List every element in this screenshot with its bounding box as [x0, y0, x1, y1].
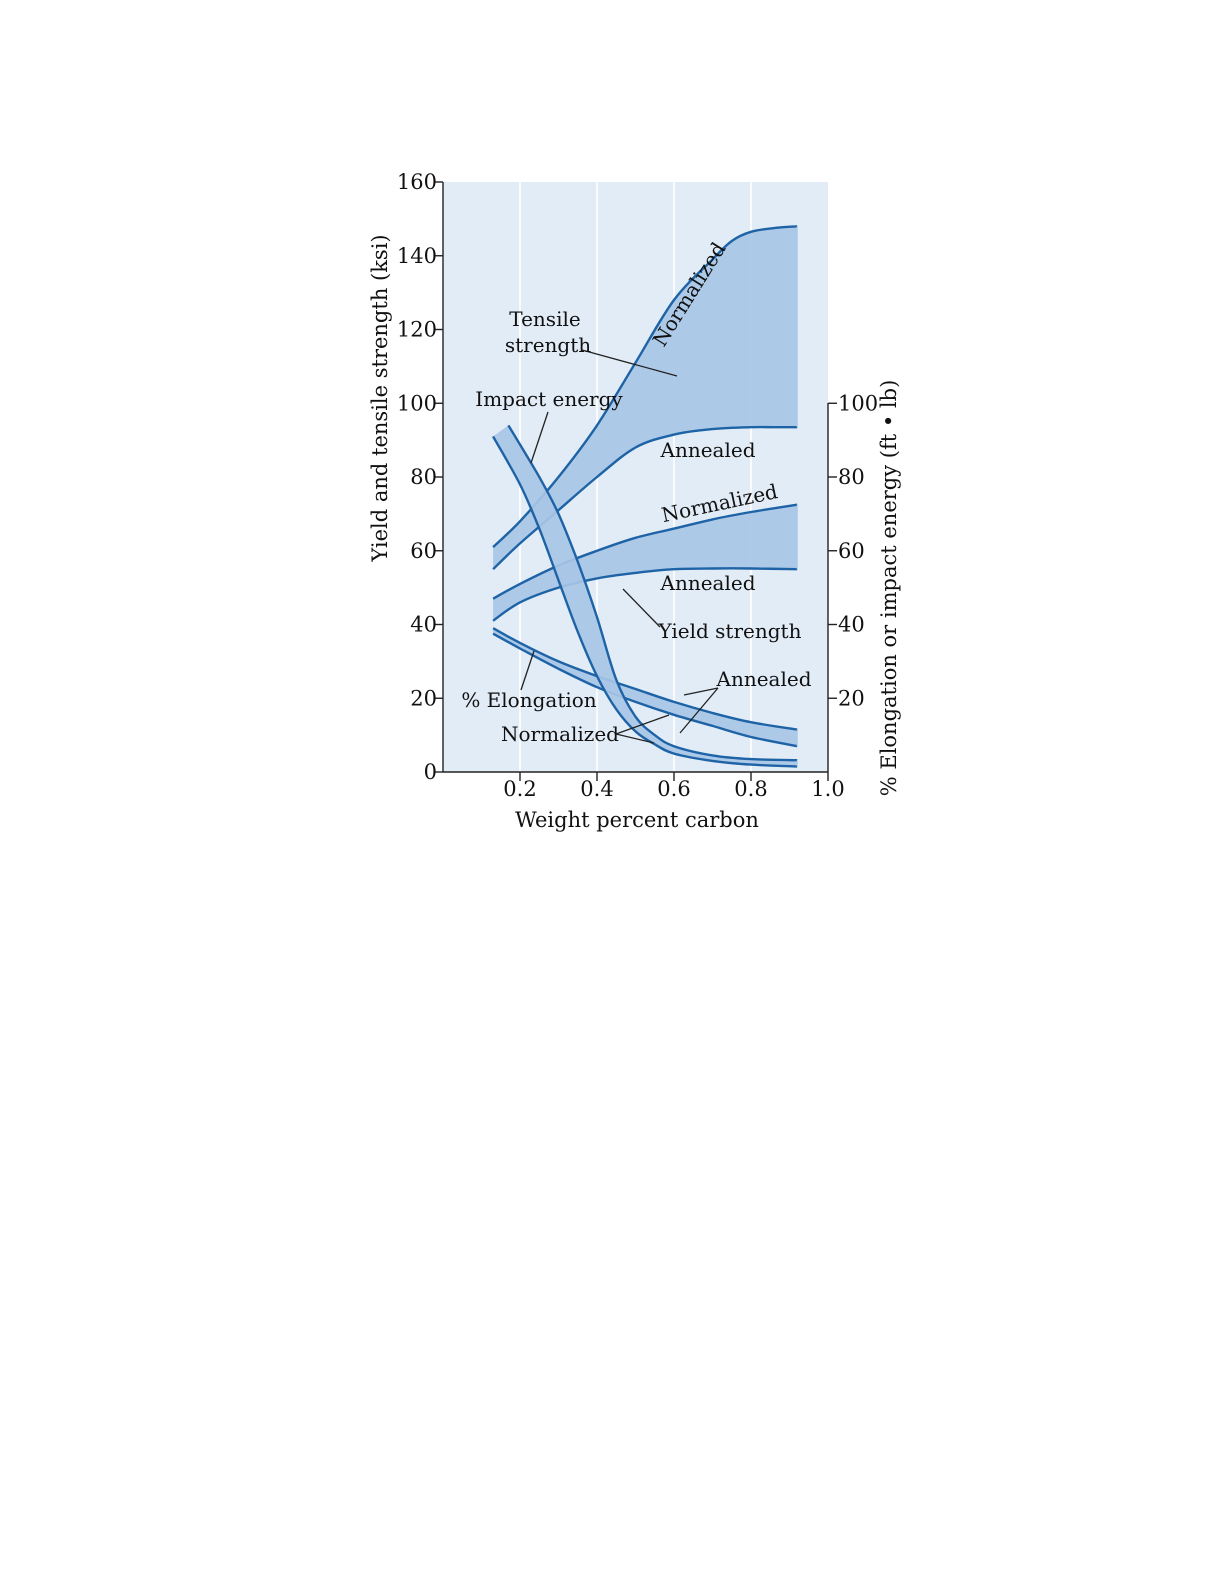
label-elongation-annealed: Annealed	[716, 667, 812, 691]
data-bands	[492, 225, 798, 768]
y-left-tick-label-5: 100	[397, 391, 437, 415]
y-left-tick-label-3: 60	[410, 539, 437, 563]
x-tick-label-0: 0.2	[503, 777, 536, 801]
x-tick-label-4: 1.0	[811, 777, 844, 801]
y-left-tick-label-0: 0	[424, 760, 437, 784]
y-left-tick-label-7: 140	[397, 244, 437, 268]
impact-upper-curve	[507, 424, 798, 762]
label-tensile-2: strength	[505, 333, 591, 357]
label-impact-energy: Impact energy	[475, 387, 623, 411]
yield-band-fill	[493, 504, 798, 621]
leader-normalized-1	[615, 714, 670, 735]
yield-lower-curve	[492, 567, 798, 622]
y-right-tick-label-1: 40	[838, 613, 865, 637]
tick-marks	[434, 181, 837, 781]
leader-elongation	[520, 650, 535, 691]
leader-impact	[530, 411, 549, 464]
elongation-lower-curve	[492, 632, 798, 748]
leader-yield	[622, 588, 661, 628]
y-right-tick-label-2: 60	[838, 539, 865, 563]
tensile-band-fill	[493, 226, 798, 570]
label-tensile-annealed: Annealed	[660, 438, 756, 462]
label-elongation: % Elongation	[461, 688, 596, 712]
x-tick-label-3: 0.8	[734, 777, 767, 801]
leader-lines	[520, 349, 719, 744]
tensile-upper-curve	[492, 225, 798, 548]
x-axis-title: Weight percent carbon	[515, 808, 759, 832]
leader-normalized-2	[615, 733, 655, 744]
y-right-tick-label-3: 80	[838, 465, 865, 489]
y-left-tick-label-6: 120	[397, 318, 437, 342]
y-left-tick-label-2: 40	[410, 613, 437, 637]
y-axis-title-left: Yield and tensile strength (ksi)	[368, 234, 392, 562]
y-axis-title-right: % Elongation or impact energy (ft • lb)	[877, 380, 901, 797]
y-right-tick-label-0: 20	[838, 686, 865, 710]
leader-annealed-2	[679, 687, 719, 734]
y-left-tick-label-8: 160	[397, 170, 437, 194]
yield-upper-curve	[492, 503, 798, 600]
x-tick-label-2: 0.6	[657, 777, 690, 801]
elongation-upper-curve	[492, 627, 798, 731]
leader-annealed-1	[683, 687, 719, 696]
label-tensile-1: Tensile	[509, 307, 580, 331]
impact-band-fill	[493, 425, 798, 767]
tick-labels: 0.2 0.4 0.6 0.8 1.0 0 20 40 60 80 100 120 140 160 20 40…	[397, 170, 878, 801]
elongation-band-fill	[493, 628, 798, 747]
y-left-tick-label-1: 20	[410, 686, 437, 710]
label-yield-annealed: Annealed	[660, 571, 756, 595]
impact-lower-curve	[492, 435, 798, 768]
y-left-tick-label-4: 80	[410, 465, 437, 489]
label-yield-strength: Yield strength	[658, 619, 802, 643]
label-elongation-normalized: Normalized	[501, 722, 619, 746]
leader-tensile	[581, 349, 678, 377]
y-right-tick-label-4: 100	[838, 391, 878, 415]
x-tick-label-1: 0.4	[580, 777, 613, 801]
